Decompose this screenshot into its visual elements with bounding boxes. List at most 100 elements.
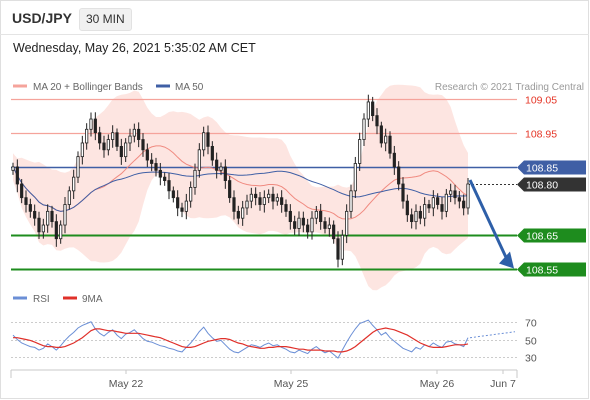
candle [258, 191, 262, 211]
candle [349, 184, 353, 219]
candle-body [50, 210, 54, 223]
candle [223, 159, 227, 189]
candle [319, 203, 323, 230]
candle [202, 126, 206, 157]
candle-body [388, 135, 392, 154]
chart-header: USD/JPY 30 MIN [0, 0, 589, 34]
candle [180, 202, 184, 218]
level-tag-108.85 [517, 160, 586, 175]
candle [158, 162, 162, 186]
candle-body [410, 214, 414, 223]
candle-body [323, 221, 327, 229]
ma50-line [12, 166, 469, 212]
candle [306, 218, 310, 239]
candle [171, 186, 175, 203]
forecast-arrow [468, 179, 514, 269]
candle [80, 135, 84, 165]
symbol-title: USD/JPY [12, 10, 72, 26]
candle [310, 211, 314, 240]
candle [388, 131, 392, 159]
candle [37, 211, 41, 240]
candle-body [245, 200, 249, 209]
candle [401, 177, 405, 209]
candle-body [345, 210, 349, 236]
candle-body [275, 197, 279, 202]
rsi-tick-label-70: 70 [525, 318, 537, 330]
bollinger-band-area [13, 84, 468, 291]
candle [24, 190, 28, 213]
candle-body [271, 193, 275, 202]
level-text-108.95: 108.95 [525, 129, 557, 141]
candle-body [397, 166, 401, 185]
rsi-series-9ma [13, 327, 469, 353]
candle-body [440, 204, 444, 212]
candle-body [193, 169, 197, 188]
level-label-108.55: 108.55 [517, 262, 586, 277]
candle [93, 112, 97, 141]
candle-body [310, 217, 314, 233]
candle-body [462, 200, 466, 209]
candle [76, 151, 80, 184]
level-label-108.80: 108.80 [517, 177, 586, 192]
level-tag-108.55 [517, 262, 586, 277]
ma50-legend-label: MA 50 [175, 82, 204, 93]
candle-body [210, 145, 214, 161]
candle-body [379, 125, 383, 144]
candle-body [154, 163, 158, 171]
candle [410, 208, 414, 229]
rsi-tick-label-30: 30 [525, 353, 537, 365]
candle-body [167, 180, 171, 192]
candle-body [288, 210, 292, 223]
candle-body [24, 197, 28, 205]
candle [280, 190, 284, 213]
candle-body [20, 183, 24, 199]
candle [163, 172, 167, 186]
candle-body [249, 193, 253, 202]
candle-body [59, 224, 63, 240]
candle-body [284, 204, 288, 212]
forecast-arrow-head [499, 251, 514, 269]
candle-body [171, 190, 175, 199]
level-tag-108.65 [517, 228, 586, 243]
level-label-108.85: 108.85 [517, 160, 586, 175]
candle [466, 178, 470, 215]
candle-body [431, 197, 435, 209]
forecast-arrow-shaft [468, 179, 509, 261]
candle [28, 198, 32, 218]
candle-body [33, 210, 37, 219]
credit-text: Research © 2021 Trading Central [435, 82, 584, 93]
level-text-108.65: 108.65 [526, 231, 558, 243]
candle [206, 125, 210, 155]
candle-body [349, 190, 353, 212]
candle-body [358, 139, 362, 164]
candle-body [223, 166, 227, 181]
candle [444, 188, 448, 218]
time-axis-ticks: May 22 May 25 May 26 Jun 7 [10, 370, 518, 390]
candle [102, 135, 106, 158]
candle [106, 134, 110, 156]
candle [440, 197, 444, 220]
candle [11, 162, 15, 175]
candle-body [184, 200, 188, 212]
candle [288, 204, 292, 230]
candle-body [145, 149, 149, 161]
candle-body [15, 166, 19, 185]
candle-body [228, 180, 232, 199]
candle [384, 128, 388, 152]
candle-body [306, 224, 310, 233]
level-label-109.05: 109.05 [525, 95, 557, 107]
candle [167, 173, 171, 200]
candle-body [293, 221, 297, 229]
level-text-108.80: 108.80 [526, 180, 558, 192]
candle [323, 217, 327, 234]
candle-body [137, 128, 141, 140]
candle [115, 128, 119, 152]
level-label-108.95: 108.95 [525, 129, 557, 141]
candle [132, 123, 136, 143]
candle-body [67, 190, 71, 205]
candle-body [89, 118, 93, 130]
candle [72, 169, 76, 200]
timeframe-button[interactable]: 30 MIN [79, 8, 132, 31]
candle [15, 159, 19, 193]
